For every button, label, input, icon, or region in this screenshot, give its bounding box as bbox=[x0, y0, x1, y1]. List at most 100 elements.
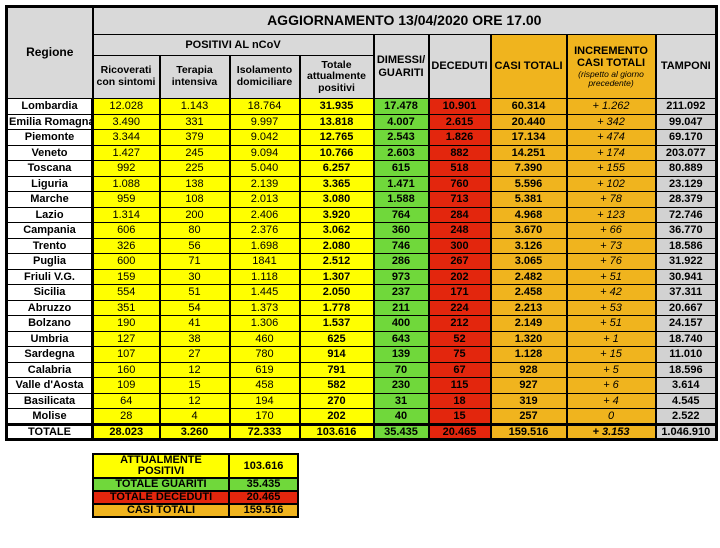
totale-positivi-header: Totale attualmente positivi bbox=[298, 55, 375, 99]
subheader-row: Ricoverati con sintomi Terapia intensiva… bbox=[7, 55, 717, 99]
deceduti-cell: 284 bbox=[427, 206, 492, 223]
dimessi-guariti-cell: 17.478 bbox=[372, 98, 430, 115]
region-cell: Molise bbox=[5, 408, 94, 425]
incremento-cell: + 73 bbox=[565, 237, 657, 254]
table-body: Lombardia 12.028 1.143 18.764 31.935 17.478 10… bbox=[5, 98, 718, 440]
region-cell: Puglia bbox=[5, 253, 94, 270]
deceduti-cell: 212 bbox=[427, 315, 492, 332]
region-cell: Emilia Romagna bbox=[5, 113, 94, 130]
terapia-intensiva-cell: 108 bbox=[158, 191, 231, 208]
terapia-intensiva-cell: 54 bbox=[158, 299, 231, 316]
terapia-intensiva-cell: 379 bbox=[158, 129, 231, 146]
casi-totali-cell: 2.213 bbox=[489, 299, 568, 316]
totale-positivi-cell: 6.257 bbox=[298, 160, 375, 177]
totale-positivi-cell: 625 bbox=[298, 330, 375, 347]
incremento-cell: + 76 bbox=[565, 253, 657, 270]
totale-positivi-cell: 202 bbox=[298, 408, 375, 425]
summary-table: ATTUALMENTE POSITIVI 103.616 TOTALE GUARIT… bbox=[92, 453, 299, 518]
casi-totali-cell: 4.968 bbox=[489, 206, 568, 223]
region-row: Umbria 127 38 460 625 643 52 1.320 + 1 18.740 bbox=[5, 330, 718, 347]
totale-positivi-cell: 914 bbox=[298, 346, 375, 363]
region-row: Sicilia 554 51 1.445 2.050 237 171 2.458 + 42 37.… bbox=[5, 284, 718, 301]
casi-totali-cell: 20.440 bbox=[489, 113, 568, 130]
ricoverati-cell: 190 bbox=[91, 315, 161, 332]
dimessi-guariti-cell: 237 bbox=[372, 284, 430, 301]
region-row: Piemonte 3.344 379 9.042 12.765 2.543 1.826 17.… bbox=[5, 129, 718, 146]
tamponi-cell: 4.545 bbox=[654, 392, 718, 409]
totale-positivi-cell: 10.766 bbox=[298, 144, 375, 161]
summary-body: ATTUALMENTE POSITIVI 103.616 TOTALE GUARIT… bbox=[92, 453, 299, 518]
deceduti-cell: 202 bbox=[427, 268, 492, 285]
terapia-intensiva-header: Terapia intensiva bbox=[158, 55, 231, 99]
tamponi-cell: 37.311 bbox=[654, 284, 718, 301]
incremento-cell: + 66 bbox=[565, 222, 657, 239]
tamponi-cell: 28.379 bbox=[654, 191, 718, 208]
region-cell: Basilicata bbox=[5, 392, 94, 409]
totale-positivi-cell: 12.765 bbox=[298, 129, 375, 146]
tamponi-cell: 211.092 bbox=[654, 98, 718, 115]
casi-totali-cell: 2.482 bbox=[489, 268, 568, 285]
casi-totali-cell: 2.149 bbox=[489, 315, 568, 332]
region-cell: Trento bbox=[5, 237, 94, 254]
incremento-cell: + 6 bbox=[565, 377, 657, 394]
terapia-intensiva-cell: 1.143 bbox=[158, 98, 231, 115]
dimessi-guariti-cell: 2.603 bbox=[372, 144, 430, 161]
totale-positivi-cell: 103.616 bbox=[298, 422, 375, 440]
incremento-cell: + 342 bbox=[565, 113, 657, 130]
incremento-cell: + 42 bbox=[565, 284, 657, 301]
isolamento-cell: 458 bbox=[228, 377, 301, 394]
isolamento-cell: 194 bbox=[228, 392, 301, 409]
deceduti-cell: 248 bbox=[427, 222, 492, 239]
totale-positivi-cell: 2.050 bbox=[298, 284, 375, 301]
summary-value: 20.465 bbox=[228, 490, 299, 505]
ricoverati-cell: 326 bbox=[91, 237, 161, 254]
region-cell: Calabria bbox=[5, 361, 94, 378]
dimessi-guariti-cell: 31 bbox=[372, 392, 430, 409]
isolamento-cell: 9.042 bbox=[228, 129, 301, 146]
tamponi-cell: 20.667 bbox=[654, 299, 718, 316]
ricoverati-cell: 28 bbox=[91, 408, 161, 425]
region-row: Trento 326 56 1.698 2.080 746 300 3.126 + 73 18.5… bbox=[5, 237, 718, 254]
incremento-cell: + 174 bbox=[565, 144, 657, 161]
casi-totali-cell: 5.596 bbox=[489, 175, 568, 192]
ricoverati-cell: 3.490 bbox=[91, 113, 161, 130]
incremento-cell: + 5 bbox=[565, 361, 657, 378]
region-row: Friuli V.G. 159 30 1.118 1.307 973 202 2.482 + 5… bbox=[5, 268, 718, 285]
summary-row: CASI TOTALI 159.516 bbox=[92, 503, 299, 518]
ricoverati-cell: 1.427 bbox=[91, 144, 161, 161]
isolamento-cell: 9.997 bbox=[228, 113, 301, 130]
incremento-cell: + 155 bbox=[565, 160, 657, 177]
tamponi-cell: 18.586 bbox=[654, 237, 718, 254]
terapia-intensiva-cell: 12 bbox=[158, 392, 231, 409]
isolamento-cell: 72.333 bbox=[228, 422, 301, 440]
tamponi-cell: 36.770 bbox=[654, 222, 718, 239]
deceduti-header: DECEDUTI bbox=[427, 34, 492, 99]
casi-totali-cell: 5.381 bbox=[489, 191, 568, 208]
region-row: Liguria 1.088 138 2.139 3.365 1.471 760 5.596 + … bbox=[5, 175, 718, 192]
isolamento-cell: 1841 bbox=[228, 253, 301, 270]
totale-positivi-cell: 3.365 bbox=[298, 175, 375, 192]
terapia-intensiva-cell: 4 bbox=[158, 408, 231, 425]
summary-label: TOTALE GUARITI bbox=[92, 477, 230, 492]
casi-totali-cell: 7.390 bbox=[489, 160, 568, 177]
terapia-intensiva-cell: 38 bbox=[158, 330, 231, 347]
isolamento-cell: 460 bbox=[228, 330, 301, 347]
summary-row: TOTALE DECEDUTI 20.465 bbox=[92, 490, 299, 505]
isolamento-cell: 780 bbox=[228, 346, 301, 363]
deceduti-cell: 713 bbox=[427, 191, 492, 208]
isolamento-cell: 9.094 bbox=[228, 144, 301, 161]
terapia-intensiva-cell: 331 bbox=[158, 113, 231, 130]
region-row: Valle d'Aosta 109 15 458 582 230 115 927 + 6 3.61… bbox=[5, 377, 718, 394]
totale-positivi-cell: 270 bbox=[298, 392, 375, 409]
summary-label: TOTALE DECEDUTI bbox=[92, 490, 230, 505]
totale-positivi-cell: 582 bbox=[298, 377, 375, 394]
region-cell: Marche bbox=[5, 191, 94, 208]
terapia-intensiva-cell: 71 bbox=[158, 253, 231, 270]
casi-totali-cell: 159.516 bbox=[489, 422, 568, 440]
deceduti-cell: 518 bbox=[427, 160, 492, 177]
dimessi-guariti-header: DIMESSI/ GUARITI bbox=[372, 34, 430, 99]
isolamento-cell: 1.373 bbox=[228, 299, 301, 316]
incremento-cell: + 474 bbox=[565, 129, 657, 146]
ricoverati-cell: 600 bbox=[91, 253, 161, 270]
ricoverati-cell: 107 bbox=[91, 346, 161, 363]
